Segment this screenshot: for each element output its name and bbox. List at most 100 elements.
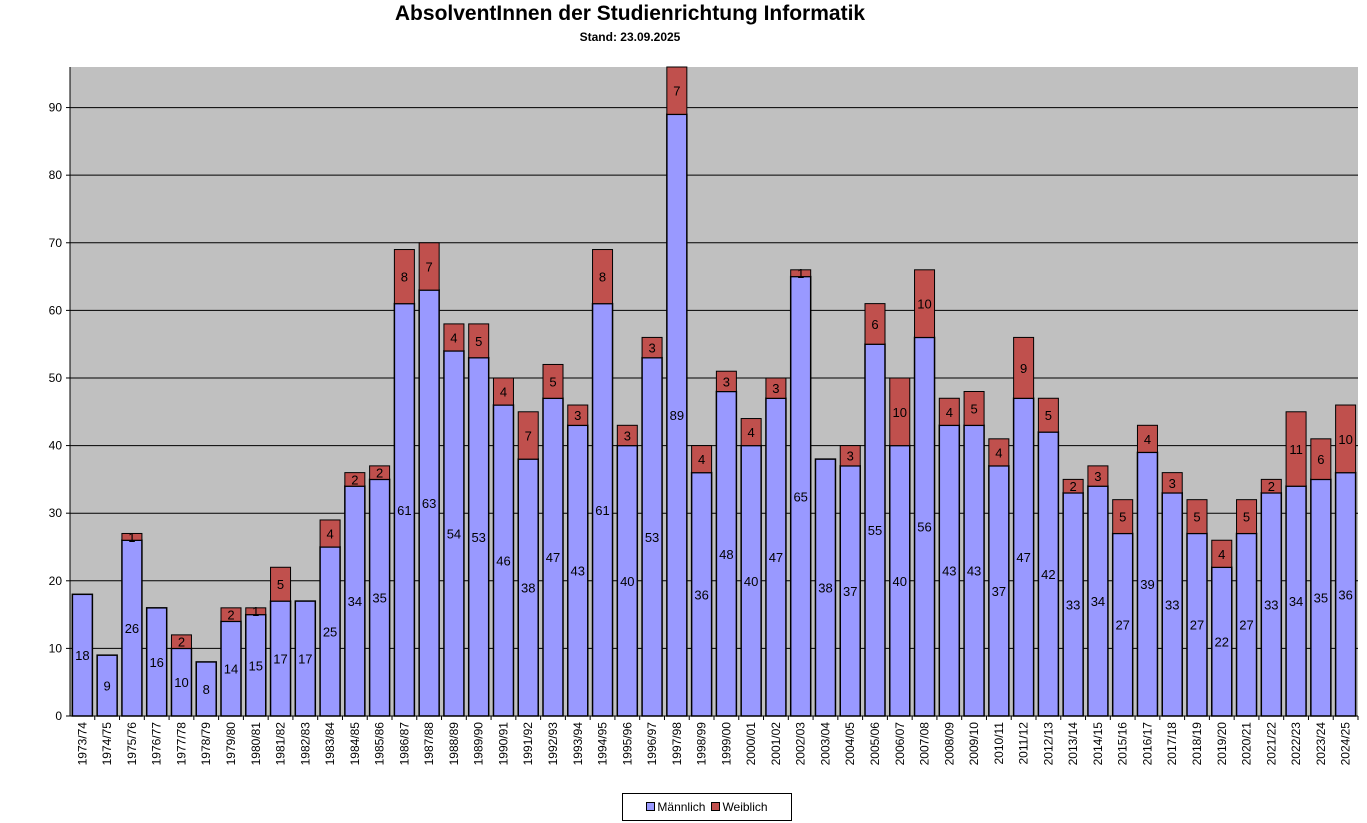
x-tick-label: 1998/99 — [695, 722, 709, 766]
data-label-female: 2 — [178, 635, 185, 650]
x-tick-label: 2020/21 — [1240, 722, 1254, 766]
bar-female — [691, 445, 713, 474]
data-label-female: 3 — [772, 381, 779, 396]
data-label-female: 5 — [1119, 510, 1126, 525]
x-tick-label: 2003/04 — [818, 722, 832, 766]
data-label-female: 10 — [917, 297, 931, 312]
data-label-female: 2 — [376, 466, 383, 481]
bar-female — [1335, 404, 1357, 474]
x-tick-label: 1987/88 — [422, 722, 436, 766]
bar-female — [839, 445, 861, 467]
bar-female — [592, 249, 614, 305]
data-label-female: 3 — [1094, 469, 1101, 484]
data-label-male: 54 — [447, 526, 461, 541]
bar-female — [1013, 336, 1035, 399]
data-label-male: 15 — [249, 658, 263, 673]
data-label-female: 7 — [426, 259, 433, 274]
data-label-female: 3 — [624, 428, 631, 443]
y-tick-label: 10 — [49, 641, 63, 655]
data-label-male: 34 — [348, 594, 362, 609]
data-label-male: 34 — [1091, 594, 1105, 609]
x-tick-label: 1994/95 — [596, 722, 610, 766]
y-tick-label: 70 — [49, 236, 63, 250]
data-label-male: 40 — [893, 574, 907, 589]
data-label-male: 53 — [471, 530, 485, 545]
bar-female — [1037, 397, 1059, 433]
x-tick-label: 1982/83 — [298, 722, 312, 766]
data-label-female: 4 — [326, 526, 333, 541]
data-label-male: 89 — [670, 408, 684, 423]
data-label-male: 37 — [992, 584, 1006, 599]
x-tick-label: 1979/80 — [224, 722, 238, 766]
legend-swatch-female — [711, 802, 721, 811]
data-label-female: 1 — [252, 604, 259, 619]
data-label-female: 4 — [450, 330, 457, 345]
data-label-male: 33 — [1264, 597, 1278, 612]
bar-female — [740, 418, 762, 447]
x-tick-label: 2015/16 — [1116, 722, 1130, 766]
data-label-male: 55 — [868, 523, 882, 538]
bar-female — [765, 377, 787, 399]
x-tick-label: 1995/96 — [620, 722, 634, 766]
x-tick-label: 2018/19 — [1190, 722, 1204, 766]
data-label-female: 3 — [648, 341, 655, 356]
x-tick-label: 1973/74 — [75, 722, 89, 766]
data-label-male: 27 — [1190, 618, 1204, 633]
x-tick-label: 1993/94 — [571, 722, 585, 766]
data-label-male: 27 — [1115, 618, 1129, 633]
data-label-female: 1 — [128, 530, 135, 545]
x-tick-label: 2006/07 — [893, 722, 907, 766]
data-label-male: 33 — [1066, 597, 1080, 612]
data-label-female: 4 — [748, 425, 755, 440]
data-label-female: 5 — [475, 334, 482, 349]
chart-subtitle: Stand: 23.09.2025 — [579, 30, 681, 44]
bar-female — [938, 397, 960, 426]
data-label-female: 4 — [1144, 432, 1151, 447]
data-label-male: 56 — [917, 520, 931, 535]
data-label-male: 36 — [694, 587, 708, 602]
data-label-female: 5 — [970, 401, 977, 416]
data-label-male: 27 — [1239, 618, 1253, 633]
bar-female — [270, 566, 292, 602]
data-label-male: 16 — [149, 655, 163, 670]
data-label-female: 9 — [1020, 361, 1027, 376]
data-label-female: 2 — [227, 608, 234, 623]
legend-swatch-male — [646, 802, 656, 811]
x-tick-label: 1978/79 — [199, 722, 213, 766]
data-label-female: 11 — [1289, 442, 1303, 457]
x-tick-label: 1981/82 — [274, 722, 288, 766]
x-tick-label: 2021/22 — [1264, 722, 1278, 766]
bar-female — [245, 607, 267, 616]
bar-female — [1112, 499, 1134, 534]
bar-female — [1186, 499, 1208, 534]
data-label-female: 2 — [351, 472, 358, 487]
data-label-male: 25 — [323, 624, 337, 639]
legend-item-female: Weiblich — [711, 800, 768, 814]
bar-female — [1062, 478, 1084, 494]
bar-female — [393, 249, 415, 305]
x-tick-label: 2001/02 — [769, 722, 783, 766]
bar-female — [567, 404, 589, 426]
data-label-male: 37 — [843, 584, 857, 599]
data-label-female: 8 — [401, 270, 408, 285]
bar-female — [988, 438, 1010, 467]
data-label-male: 17 — [273, 652, 287, 667]
x-tick-label: 2007/08 — [918, 722, 932, 766]
x-tick-label: 1997/98 — [670, 722, 684, 766]
bar-female — [517, 411, 539, 460]
x-tick-label: 2004/05 — [843, 722, 857, 766]
x-tick-label: 1996/97 — [645, 722, 659, 766]
data-label-female: 4 — [500, 385, 507, 400]
data-label-female: 1 — [797, 266, 804, 281]
data-label-male: 8 — [203, 682, 210, 697]
data-label-female: 3 — [574, 408, 581, 423]
data-label-female: 2 — [1268, 479, 1275, 494]
data-label-male: 63 — [422, 496, 436, 511]
data-label-female: 4 — [995, 445, 1002, 460]
x-tick-label: 2010/11 — [992, 722, 1006, 765]
bar-female — [121, 532, 143, 541]
x-tick-label: 1985/86 — [373, 722, 387, 766]
data-label-female: 3 — [723, 374, 730, 389]
x-tick-label: 2005/06 — [868, 722, 882, 766]
